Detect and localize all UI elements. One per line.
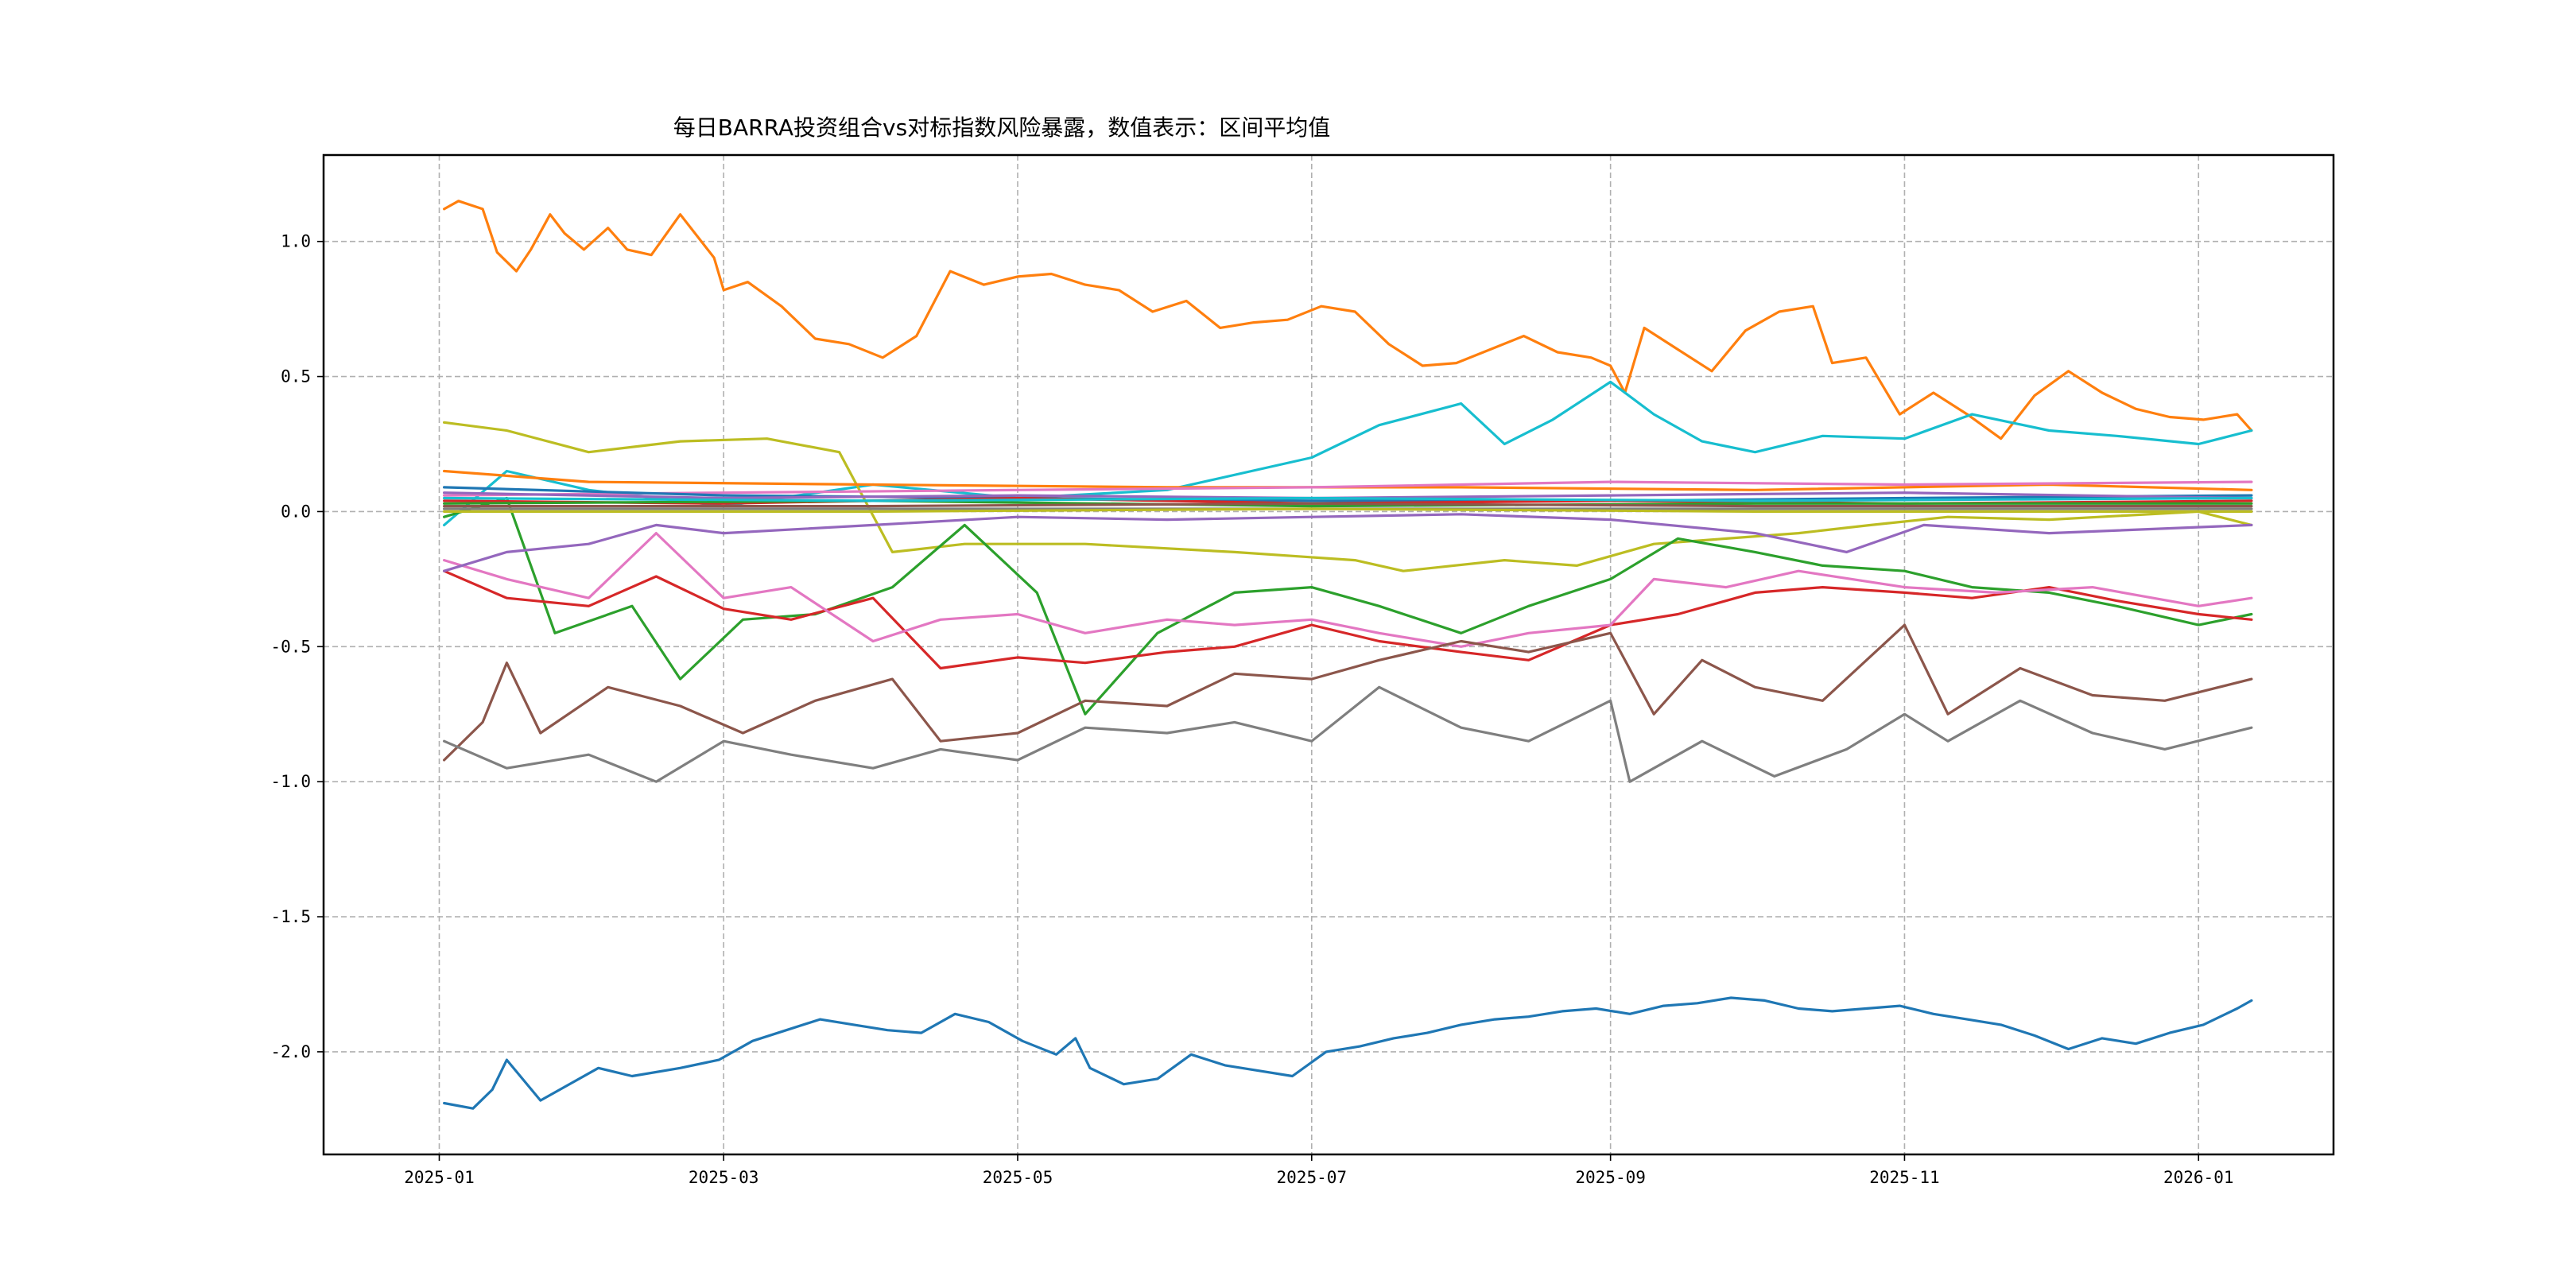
series-line-19 — [443, 507, 2253, 513]
chart-title: 每日BARRA投资组合vs对标指数风险暴露，数值表示：区间平均值 — [673, 114, 1330, 141]
series-line-9 — [443, 685, 2253, 783]
x-tick-label: 2025-07 — [1277, 1168, 1348, 1187]
series-line-1 — [443, 996, 2253, 1110]
y-tick-label: 0.0 — [281, 502, 311, 521]
series-line-4 — [443, 421, 2253, 572]
series-line-6 — [443, 569, 2253, 670]
plot-frame — [322, 153, 2335, 1156]
series-line-5 — [443, 496, 2253, 716]
series-line-13 — [443, 486, 2253, 502]
x-tick-label: 2025-05 — [983, 1168, 1053, 1187]
x-axis: 2025-01 2025-03 2025-05 2025-07 2025-09 2025-… — [404, 1154, 2234, 1187]
y-axis: -2.0 -1.5 -1.0 -0.5 0.0 0.5 1.0 — [270, 232, 324, 1061]
y-tick-label: -1.0 — [270, 772, 311, 791]
y-tick-label: -0.5 — [270, 637, 311, 656]
y-tick-label: 1.0 — [281, 232, 311, 251]
series-line-7 — [443, 532, 2253, 648]
y-tick-label: -2.0 — [270, 1042, 311, 1061]
series-line-8 — [443, 623, 2253, 762]
y-tick-label: 0.5 — [281, 367, 311, 386]
x-tick-label: 2025-09 — [1575, 1168, 1646, 1187]
series-line-2 — [443, 200, 2253, 440]
series-line-16 — [443, 499, 2253, 508]
series-line-12 — [443, 480, 2253, 497]
y-tick-label: -1.5 — [270, 907, 311, 926]
x-tick-label: 2025-01 — [404, 1168, 475, 1187]
series-group — [443, 200, 2253, 1110]
series-line-10 — [443, 513, 2253, 572]
x-tick-label: 2026-01 — [2163, 1168, 2234, 1187]
x-tick-label: 2025-11 — [1869, 1168, 1940, 1187]
x-tick-label: 2025-03 — [689, 1168, 759, 1187]
series-line-20 — [443, 496, 2253, 502]
series-line-17 — [443, 502, 2253, 508]
